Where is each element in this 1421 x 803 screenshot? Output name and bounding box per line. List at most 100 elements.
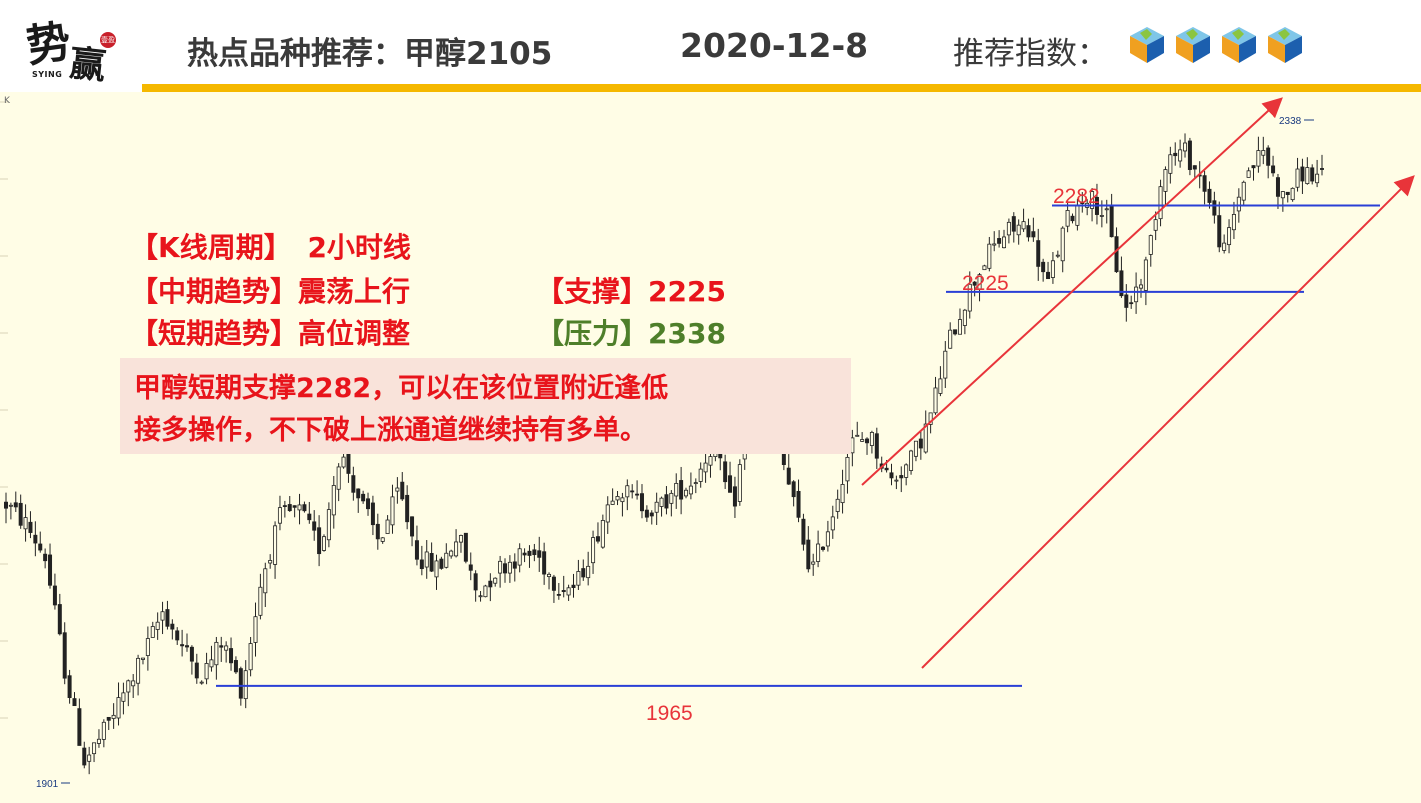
- candle-body: [830, 516, 835, 531]
- candle-body: [527, 550, 532, 556]
- candle-body: [938, 378, 943, 394]
- candle-body: [1080, 201, 1085, 205]
- period-label: 【K线周期】: [130, 231, 292, 264]
- candle-body: [1055, 254, 1060, 257]
- candle-body: [317, 527, 322, 555]
- header-accent-bar: [142, 84, 1421, 92]
- candle-body: [1246, 170, 1251, 178]
- candle-body: [1192, 165, 1197, 170]
- candle-body: [238, 668, 243, 699]
- candle-body: [1021, 221, 1026, 230]
- candle-body: [542, 551, 547, 575]
- candle-body: [957, 319, 962, 335]
- candle-body: [786, 467, 791, 485]
- rating-cube-icon: [1126, 24, 1168, 66]
- candle-body: [449, 550, 454, 557]
- candle-body: [185, 645, 190, 648]
- candle-body: [82, 747, 87, 766]
- candle-body: [972, 281, 977, 286]
- candle-body: [522, 552, 527, 556]
- candle-body: [1202, 175, 1207, 192]
- candle-body: [825, 531, 830, 547]
- candle-body: [233, 660, 238, 673]
- candle-body: [473, 573, 478, 591]
- chart-corner-label: K: [4, 96, 10, 106]
- candle-body: [180, 644, 185, 647]
- candle-body: [688, 485, 693, 495]
- candle-body: [478, 595, 483, 598]
- candle-body: [282, 505, 287, 507]
- candle-body: [1217, 215, 1222, 248]
- candle-body: [175, 630, 180, 641]
- candle-body: [1119, 270, 1124, 297]
- candle-body: [1241, 181, 1246, 201]
- candle-body: [273, 525, 278, 565]
- candle-body: [581, 568, 586, 578]
- candle-body: [116, 697, 121, 719]
- candle-body: [889, 472, 894, 479]
- candle-body: [649, 512, 654, 517]
- candle-body: [67, 675, 72, 699]
- candle-body: [57, 604, 62, 635]
- candle-body: [923, 423, 928, 453]
- period-value: 2小时线: [307, 231, 411, 264]
- level-label-2225: 2225: [962, 272, 1009, 295]
- candle-body: [865, 438, 870, 444]
- candle-body: [292, 505, 297, 508]
- candle-body: [160, 611, 165, 621]
- candle-body: [444, 552, 449, 568]
- candle-body: [1143, 259, 1148, 291]
- support-row: 【支撑】2225: [536, 270, 726, 310]
- candle-body: [312, 521, 317, 531]
- candle-body: [18, 502, 23, 526]
- candle-body: [307, 513, 312, 521]
- candle-body: [630, 490, 635, 493]
- candle-body: [390, 496, 395, 526]
- candle-body: [1138, 284, 1143, 289]
- candle-body: [874, 433, 879, 459]
- support-label: 【支撑】: [536, 275, 649, 308]
- mid-trend-value: 震荡上行: [298, 275, 411, 308]
- candle-body: [1315, 173, 1320, 184]
- candle-body: [791, 481, 796, 498]
- candle-body: [561, 590, 566, 593]
- candle-body: [28, 521, 33, 533]
- candle-body: [796, 490, 801, 518]
- candle-body: [165, 609, 170, 627]
- candle-body: [424, 551, 429, 568]
- candle-body: [811, 561, 816, 565]
- candle-body: [326, 509, 331, 541]
- logo-seal: 壹盈: [100, 32, 116, 48]
- candle-body: [654, 501, 659, 513]
- candle-body: [909, 450, 914, 471]
- candle-body: [380, 537, 385, 542]
- candle-body: [723, 461, 728, 483]
- candle-body: [194, 662, 199, 679]
- candle-body: [918, 438, 923, 449]
- candle-body: [1109, 205, 1114, 238]
- candle-body: [1251, 165, 1256, 169]
- period-row: 【K线周期】 2小时线: [130, 226, 411, 266]
- candle-body: [1271, 165, 1276, 174]
- candle-body: [1011, 216, 1016, 232]
- candle-body: [1212, 200, 1217, 216]
- candle-body: [669, 492, 674, 504]
- candle-body: [140, 657, 145, 660]
- rating-cube-icon: [1218, 24, 1260, 66]
- candle-body: [884, 467, 889, 471]
- candle-body: [341, 456, 346, 468]
- candle-body: [385, 519, 390, 534]
- report-date: 2020-12-8: [680, 26, 869, 65]
- candle-body: [728, 475, 733, 493]
- candle-body: [977, 274, 982, 290]
- candle-body: [547, 573, 552, 578]
- note-line-1: 甲醇短期支撑2282，可以在该位置附近逢低: [134, 373, 669, 404]
- candle-body: [1222, 242, 1227, 251]
- candle-body: [1070, 215, 1075, 222]
- candle-body: [571, 584, 576, 588]
- candle-body: [1002, 236, 1007, 249]
- candle-body: [1036, 240, 1041, 267]
- candle-body: [576, 571, 581, 586]
- level-label-1965: 1965: [646, 702, 693, 725]
- candle-body: [1134, 286, 1139, 303]
